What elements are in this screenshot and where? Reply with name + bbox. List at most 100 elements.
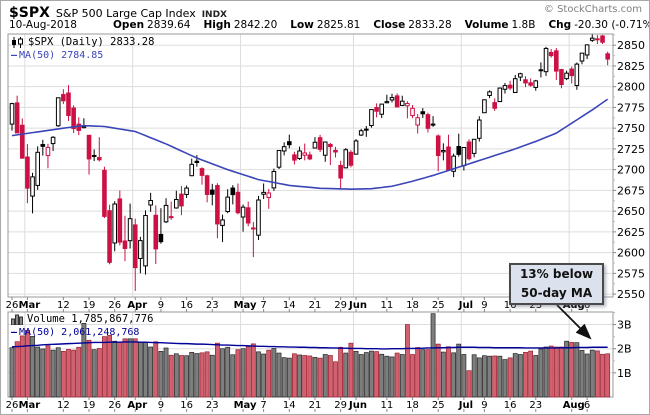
volume-bar [30,336,35,398]
volume-bar [589,349,595,398]
price-axis-label: 2725 [617,143,645,156]
candle [281,146,287,152]
candle [574,63,580,87]
quote-field-value: 1.8B [511,19,536,31]
candle [230,187,236,196]
candle [584,44,590,56]
x-axis-label: 6 [584,300,590,311]
volume-bar [209,354,215,398]
candle [286,141,292,146]
x-axis-label: 9 [481,300,487,311]
volume-bar [163,347,169,398]
volume-bar [71,349,77,398]
candle [333,149,338,153]
candle [163,204,169,223]
candle [307,154,313,160]
volume-bar [533,355,539,398]
candle [446,146,451,171]
candle [40,144,46,147]
chart-header: $SPX S&P 500 Large Cap Index INDX [9,2,227,21]
volume-axis-label: 3B [617,319,632,332]
volume-bar [410,354,415,398]
candle [466,141,472,160]
volume-bar [471,354,477,398]
volume-bar [194,353,200,398]
quote-fields: Open 2839.64 High 2842.20 Low 2825.81 Close 283… [113,19,649,31]
x-axis-label: 26 [108,400,121,411]
volume-bar [374,351,379,398]
candle [96,157,102,161]
candle [605,53,610,60]
x-axis-label: 14 [283,300,296,311]
candle [451,155,456,172]
x-axis-label: 18 [406,300,419,311]
candle [276,149,282,168]
candle [430,123,436,126]
price-axis-label: 2800 [617,81,645,94]
x-axis-label: 18 [406,400,419,411]
candle [482,99,487,114]
candle [199,168,205,176]
price-axis-label: 2625 [617,226,645,239]
x-axis-label: 21 [309,300,322,311]
candle [507,84,513,89]
candle [174,199,179,209]
x-axis-label: 9 [158,300,164,311]
x-axis-label: 11 [380,400,393,411]
volume-bar [302,355,308,398]
volume-bar [399,354,405,398]
candle [271,170,277,189]
annotation-line1: 13% below [519,267,594,281]
volume-bar [215,342,220,398]
volume-bar [605,353,611,398]
volume-bar [317,357,323,398]
volume-bar [404,324,410,398]
price-legend-symbol-line: $SPX (Daily) 2833.28 [11,36,154,49]
candle [30,176,35,197]
candle [266,192,272,198]
x-axis-label: May [234,400,257,411]
volume-bar [384,355,390,398]
candlestick-layer [9,34,610,291]
candle [348,151,354,166]
candle [502,85,508,90]
volume-bar [420,349,426,398]
volume-bar [353,351,359,398]
volume-bar [91,349,97,398]
candle [302,152,307,156]
volume-bar [184,355,189,398]
candle [225,196,230,213]
volume-bar [440,351,446,398]
volume-bar [25,330,30,398]
volume-bar [476,357,482,398]
candle [251,227,256,230]
candle [523,79,528,84]
price-axis-label: 2600 [617,247,645,260]
candle [61,94,66,102]
price-axis-label: 2700 [617,164,645,177]
volume-bar [76,346,82,398]
candle [554,50,559,72]
volume-ma-legend: — MA(50) 2,061,248,768 [11,327,140,338]
candle [420,111,426,115]
volume-bar [358,354,364,398]
volume-bar [579,350,585,398]
annotation-arrow [556,304,592,340]
volume-bar [117,341,123,398]
x-axis-label: Aug [563,400,585,411]
volume-bar [307,355,313,398]
volume-bar [574,342,580,398]
volume-bar [461,354,467,398]
price-axis: 2550 2575 2600 2625 2650 2675 2700 2725 2750 2775… [613,34,645,301]
volume-bar [132,338,138,398]
price-legend: $SPX (Daily) 2833.28 — MA(50) 2784.85 [11,36,154,62]
volume-bar [245,346,251,398]
volume-bar [507,357,513,398]
candle [312,141,318,149]
quote-field-label: Open [113,19,145,31]
volume-bar [333,361,338,398]
volume-bar [179,355,184,398]
candle [184,187,189,195]
x-axis-label: May [234,300,257,311]
